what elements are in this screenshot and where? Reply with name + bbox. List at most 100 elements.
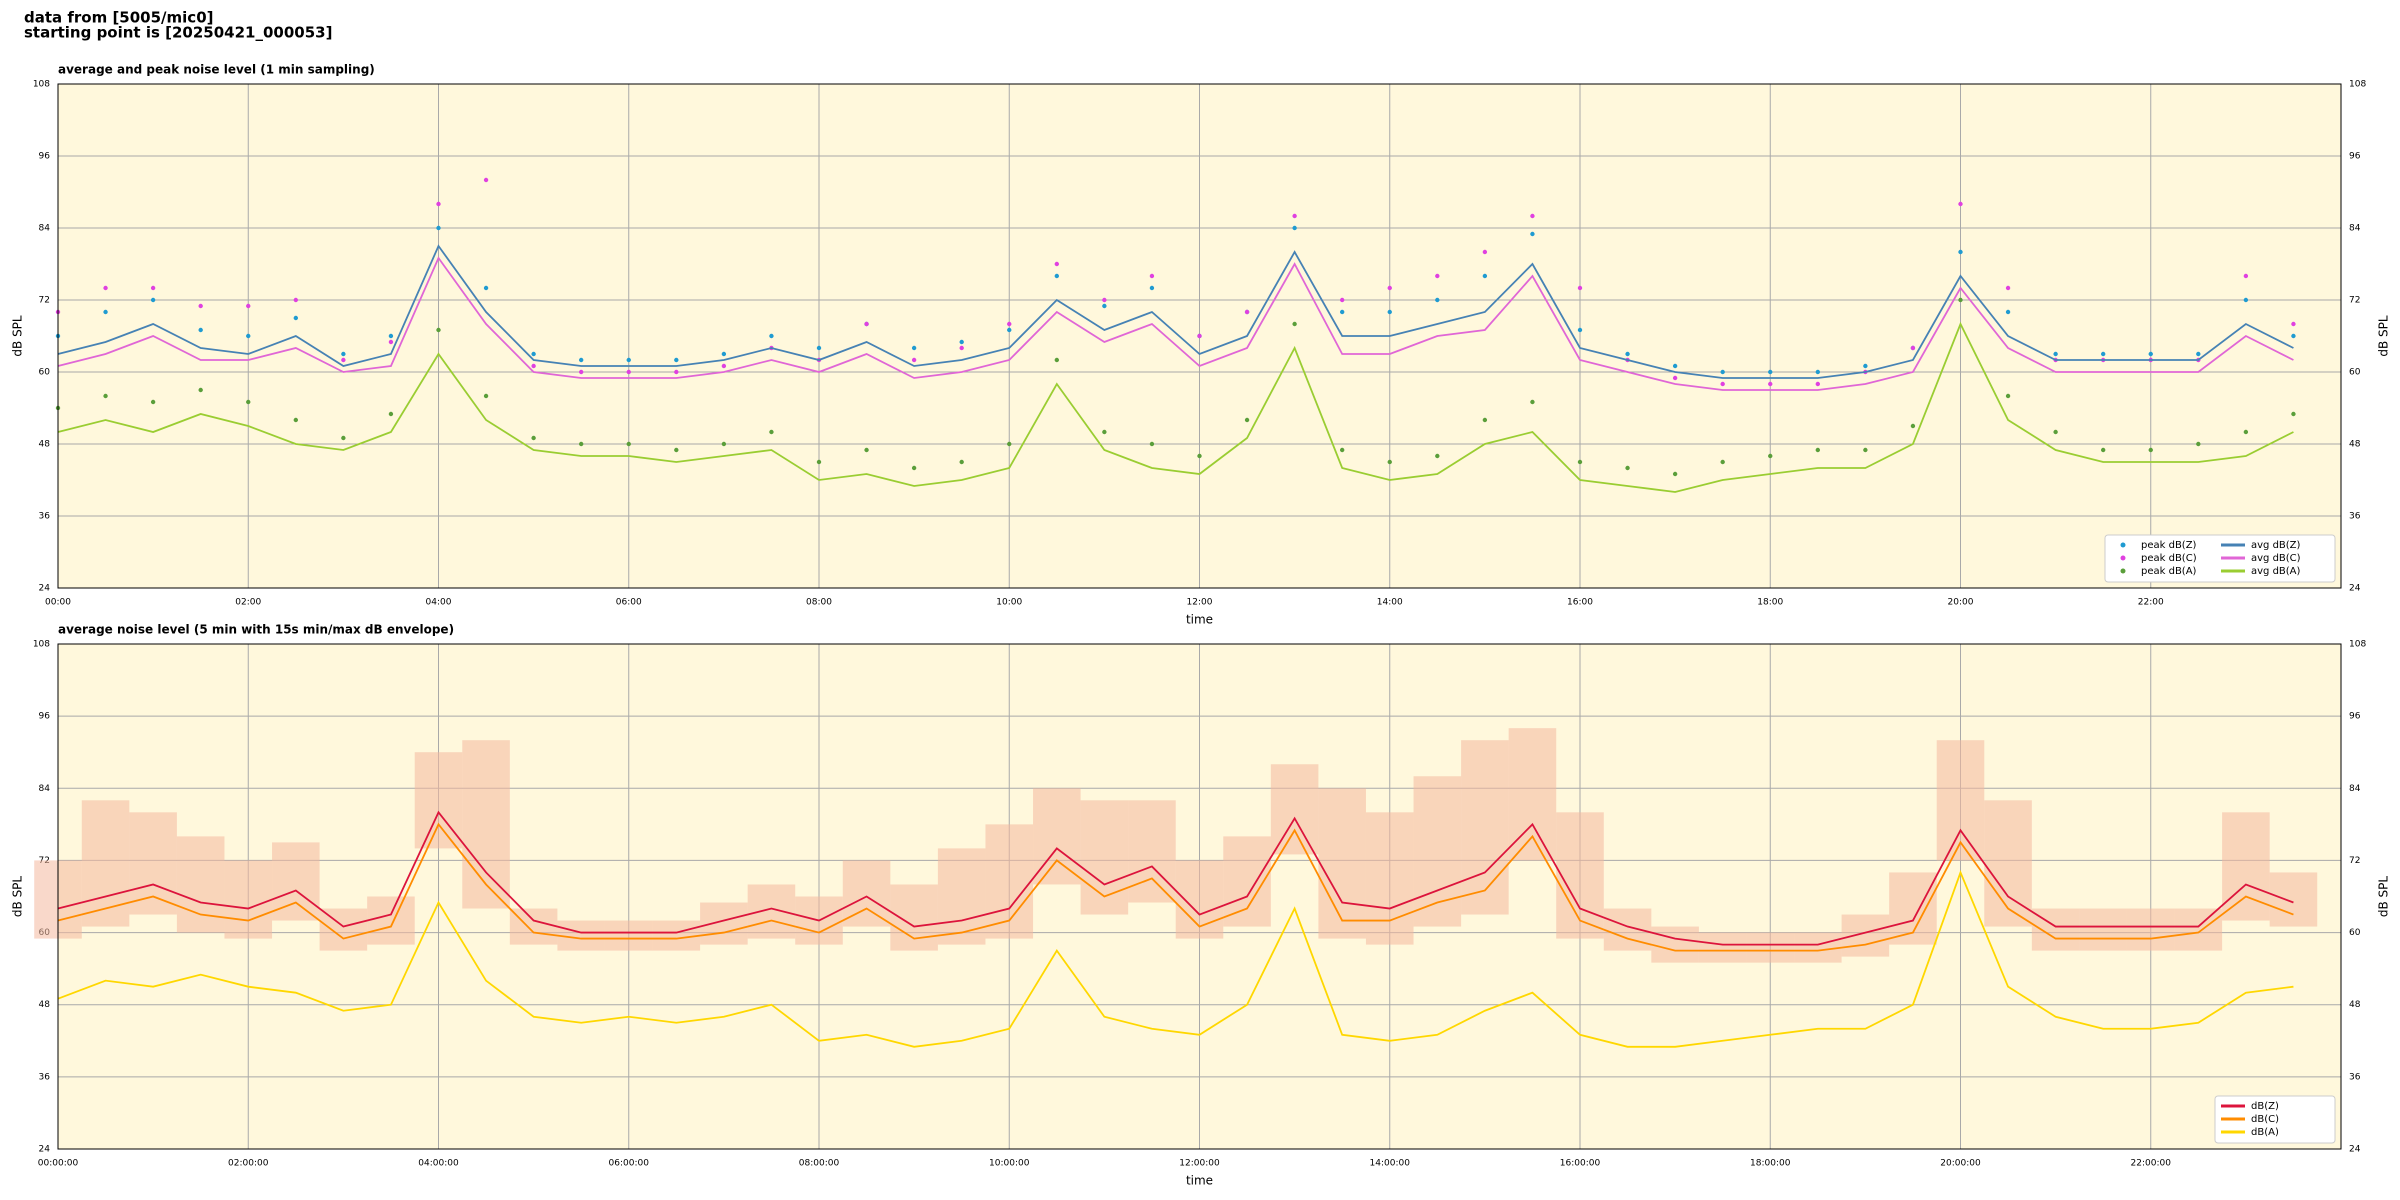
- series-point: [2053, 429, 2058, 435]
- x-tick-label: 16:00:00: [1560, 1159, 1601, 1169]
- y-tick-label: 108: [33, 640, 50, 650]
- series-point: [1720, 459, 1725, 465]
- x-tick-label: 06:00: [616, 598, 642, 608]
- envelope-band: [2269, 872, 2318, 927]
- series-point: [1672, 375, 1678, 381]
- series-point: [911, 357, 917, 363]
- series-point: [341, 357, 346, 363]
- series-point: [2196, 351, 2201, 357]
- series-point: [1672, 471, 1678, 477]
- y-tick-label: 36: [39, 1072, 51, 1082]
- legend-label: avg dB(A): [2251, 566, 2301, 577]
- series-point: [1863, 447, 1868, 453]
- y2-tick-label: 24: [2349, 1145, 2361, 1155]
- series-point: [198, 327, 203, 333]
- series-point: [388, 411, 394, 417]
- series-point: [483, 285, 489, 291]
- series-point: [578, 441, 584, 447]
- y-tick-label: 96: [39, 152, 51, 162]
- x-tick-label: 18:00:00: [1750, 1159, 1791, 1169]
- series-point: [1672, 363, 1678, 369]
- series-point: [1530, 213, 1535, 219]
- y-tick-label: 96: [39, 712, 51, 722]
- series-point: [2148, 351, 2153, 357]
- y2-tick-label: 36: [2349, 512, 2361, 522]
- start-title: starting point is [20250421_000053]: [24, 24, 332, 42]
- series-line: [57, 810, 2294, 946]
- series-point: [1054, 273, 1060, 279]
- envelope-band: [272, 842, 320, 921]
- series-point: [959, 339, 964, 345]
- series-point: [150, 285, 156, 291]
- series-point: [2243, 273, 2249, 279]
- series-point: [1720, 381, 1725, 387]
- envelope-band: [462, 740, 510, 909]
- y2-tick-label: 84: [2349, 224, 2361, 234]
- series-point: [531, 351, 536, 357]
- y-tick-label: 60: [39, 368, 51, 378]
- series-point: [1863, 363, 1868, 369]
- legend-label: avg dB(C): [2251, 553, 2301, 564]
- x-tick-label: 00:00: [45, 598, 71, 608]
- series-point: [1768, 369, 1773, 375]
- series-point: [626, 357, 631, 363]
- envelope-band: [652, 920, 701, 951]
- x-tick-label: 10:00: [996, 598, 1022, 608]
- y-axis-label: dB SPL: [11, 876, 25, 918]
- legend-label: dB(Z): [2251, 1101, 2279, 1112]
- envelope-band: [1698, 932, 1747, 963]
- y2-tick-label: 96: [2349, 152, 2361, 162]
- series-point: [1815, 447, 1821, 453]
- series-point: [1435, 453, 1440, 459]
- series-point: [1720, 369, 1725, 375]
- envelope-band: [129, 812, 177, 915]
- x-tick-label: 20:00: [1948, 598, 1974, 608]
- envelope-band: [81, 800, 130, 927]
- series-point: [246, 303, 251, 309]
- series-point: [436, 201, 441, 207]
- legend: peak dB(Z) peak dB(C) peak dB(A) avg dB(Z) a…: [2104, 534, 2336, 583]
- x-tick-label: 16:00: [1567, 598, 1593, 608]
- series-line: [57, 244, 2294, 379]
- series-point: [2005, 309, 2011, 315]
- x-axis-label: time: [1186, 1174, 1213, 1188]
- series-point: [2243, 297, 2249, 303]
- series-point: [1387, 285, 1392, 291]
- series-point: [483, 177, 489, 183]
- series-point: [864, 321, 869, 327]
- series-point: [1768, 453, 1773, 459]
- y2-tick-label: 36: [2349, 1072, 2361, 1082]
- series-point: [103, 393, 108, 399]
- x-axis-label: time: [1186, 613, 1213, 627]
- series-point: [1387, 459, 1392, 465]
- envelope-band: [509, 908, 558, 945]
- legend-marker: [2120, 555, 2126, 561]
- y-tick-label: 84: [39, 224, 51, 234]
- series-point: [1435, 297, 1440, 303]
- series-point: [1435, 273, 1440, 279]
- envelope-band: [1603, 908, 1652, 951]
- y2-tick-label: 108: [2349, 640, 2366, 650]
- series-point: [1387, 309, 1392, 315]
- series-point: [2243, 429, 2249, 435]
- envelope-band: [2126, 908, 2175, 951]
- panel-title: average noise level (5 min with 15s min/…: [58, 623, 454, 637]
- series-point: [721, 351, 727, 357]
- series-point: [198, 303, 203, 309]
- series-point: [531, 363, 536, 369]
- envelope-band: [1365, 812, 1414, 945]
- series-point: [959, 345, 964, 351]
- envelope-band: [2174, 908, 2223, 951]
- x-tick-label: 02:00: [235, 598, 261, 608]
- legend-label: peak dB(C): [2141, 553, 2197, 564]
- envelope-band: [2079, 908, 2127, 951]
- y-tick-label: 24: [39, 1145, 51, 1155]
- series-point: [1339, 309, 1345, 315]
- envelope-band: [2222, 812, 2270, 921]
- y2-tick-label: 84: [2349, 784, 2361, 794]
- series-point: [246, 399, 251, 405]
- series-point: [531, 435, 536, 441]
- series-point: [769, 429, 774, 435]
